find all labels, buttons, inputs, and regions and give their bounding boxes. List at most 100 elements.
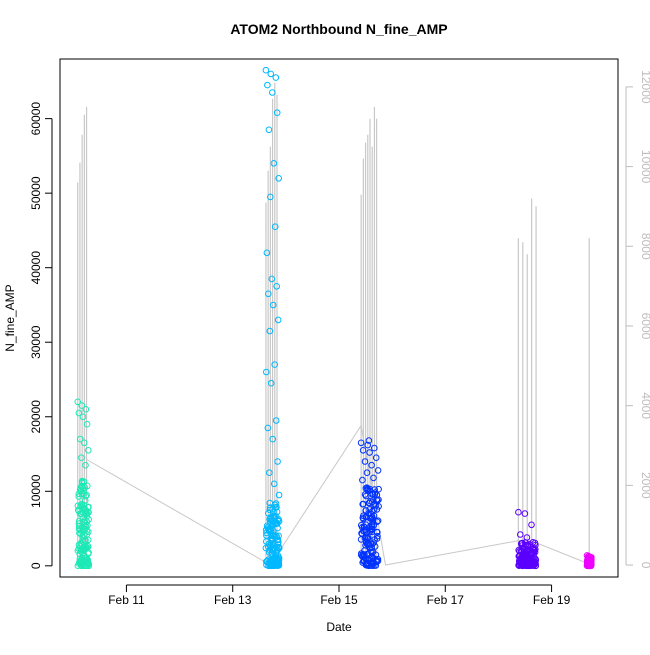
data-point <box>274 316 282 324</box>
data-point <box>75 522 83 530</box>
y-tick-label: 40000 <box>29 251 43 285</box>
data-point <box>262 66 270 74</box>
data-point <box>263 249 271 257</box>
y-tick-label: 20000 <box>29 400 43 434</box>
data-point <box>82 525 89 533</box>
data-point <box>368 461 375 469</box>
data-point <box>359 500 367 508</box>
data-point <box>363 562 371 569</box>
data-point <box>270 527 277 535</box>
axes-layer: 0 10000 20000 30000 40000 50000 60000 0 2000 4000… <box>29 70 650 607</box>
y2-tick-label: 8000 <box>639 233 650 260</box>
data-point <box>358 551 365 559</box>
data-point <box>83 491 90 499</box>
data-point <box>361 491 369 498</box>
data-point <box>76 558 83 566</box>
data-point <box>269 435 277 443</box>
series-2 <box>262 66 283 570</box>
data-point <box>84 482 91 490</box>
y2-tick-label: 4000 <box>639 392 650 419</box>
y-tick-label: 10000 <box>29 474 43 508</box>
data-point <box>516 556 524 563</box>
data-point <box>366 487 373 495</box>
data-point <box>74 398 81 406</box>
data-point <box>525 559 533 567</box>
x-axis-label: Date <box>326 620 352 634</box>
data-point <box>269 301 277 309</box>
points-layer <box>74 66 595 570</box>
data-point <box>267 527 275 535</box>
data-point <box>272 417 280 424</box>
data-point <box>84 550 92 558</box>
data-point <box>77 503 84 511</box>
data-point <box>373 496 381 503</box>
data-point <box>372 454 380 462</box>
data-point <box>267 543 274 551</box>
y2-tick-label: 0 <box>639 562 650 569</box>
data-point <box>363 534 370 542</box>
data-point <box>366 449 373 456</box>
data-point <box>366 554 374 562</box>
data-point <box>275 491 283 499</box>
data-point <box>81 531 88 539</box>
data-point <box>82 492 90 500</box>
data-point <box>267 379 275 387</box>
data-point <box>367 547 375 554</box>
data-point <box>84 560 92 567</box>
data-point <box>76 435 84 443</box>
data-point <box>271 361 279 368</box>
data-point <box>272 500 280 507</box>
data-point <box>266 327 274 335</box>
data-point <box>83 420 91 428</box>
data-point <box>270 480 278 488</box>
data-point <box>370 539 378 546</box>
data-point <box>375 485 382 493</box>
data-point <box>265 126 273 134</box>
data-point <box>371 444 378 452</box>
data-point <box>79 413 87 421</box>
data-point <box>584 559 592 566</box>
x-tick-label: Feb 11 <box>108 593 145 607</box>
y-tick-label: 60000 <box>29 102 43 136</box>
x-tick-label: Feb 13 <box>214 593 252 607</box>
y-axis-label: N_fine_AMP <box>3 284 17 351</box>
data-point <box>263 368 270 376</box>
data-point <box>528 521 535 529</box>
data-point <box>360 515 367 523</box>
y2-tick-label: 12000 <box>639 70 650 104</box>
data-point <box>84 543 92 550</box>
data-point <box>357 439 365 447</box>
data-point <box>273 283 281 290</box>
data-point <box>269 505 276 513</box>
data-point <box>266 469 273 477</box>
data-point <box>362 507 370 514</box>
y2-tick-label: 6000 <box>639 313 650 340</box>
x-tick-label: Feb 19 <box>533 593 571 607</box>
data-point <box>529 539 537 546</box>
series-3 <box>357 437 382 570</box>
data-point <box>263 558 270 565</box>
data-point <box>83 518 91 526</box>
data-point <box>264 424 272 432</box>
data-point <box>272 74 280 81</box>
data-point <box>268 562 276 569</box>
data-point <box>523 534 531 541</box>
data-point <box>371 536 378 543</box>
series-5 <box>583 552 595 570</box>
data-point <box>78 402 86 409</box>
data-point <box>267 70 275 78</box>
data-point <box>363 469 371 477</box>
data-point <box>361 458 369 465</box>
data-point <box>264 81 271 89</box>
data-point <box>270 160 278 167</box>
data-point <box>272 519 280 527</box>
plot-frame <box>59 58 619 578</box>
data-point <box>263 522 271 530</box>
series-4 <box>515 508 540 570</box>
data-point <box>369 508 376 515</box>
data-point <box>81 505 88 512</box>
spike-layer <box>77 82 590 566</box>
data-point <box>365 437 373 444</box>
data-point <box>372 551 380 559</box>
